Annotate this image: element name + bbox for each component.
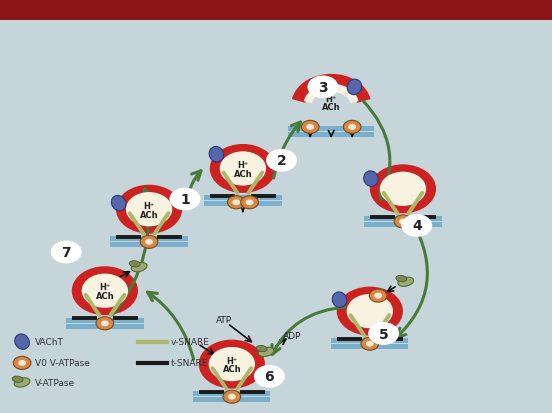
Circle shape xyxy=(241,196,258,209)
Ellipse shape xyxy=(131,263,147,272)
Circle shape xyxy=(169,188,200,211)
FancyBboxPatch shape xyxy=(204,196,282,201)
Ellipse shape xyxy=(347,80,362,95)
Circle shape xyxy=(370,165,436,214)
FancyBboxPatch shape xyxy=(364,222,442,227)
Circle shape xyxy=(209,347,255,381)
Text: H⁺: H⁺ xyxy=(326,95,337,104)
Text: 6: 6 xyxy=(264,369,274,383)
Ellipse shape xyxy=(112,196,126,211)
Text: H⁺: H⁺ xyxy=(237,161,248,169)
Circle shape xyxy=(368,322,399,345)
Ellipse shape xyxy=(396,276,407,282)
Text: ACh: ACh xyxy=(222,365,241,374)
Ellipse shape xyxy=(14,378,30,387)
Circle shape xyxy=(199,340,265,389)
FancyBboxPatch shape xyxy=(110,237,188,241)
FancyBboxPatch shape xyxy=(193,391,270,396)
Circle shape xyxy=(82,274,128,308)
Circle shape xyxy=(232,200,240,206)
Circle shape xyxy=(301,121,319,134)
Circle shape xyxy=(366,341,374,347)
Text: V0 V-ATPase: V0 V-ATPase xyxy=(35,358,90,368)
Circle shape xyxy=(348,125,356,131)
Circle shape xyxy=(254,365,285,388)
Text: H⁺: H⁺ xyxy=(99,282,110,292)
FancyBboxPatch shape xyxy=(331,344,408,349)
Text: 3: 3 xyxy=(318,81,328,95)
Circle shape xyxy=(220,152,266,186)
Ellipse shape xyxy=(15,334,29,349)
Ellipse shape xyxy=(256,346,267,352)
Ellipse shape xyxy=(364,171,378,187)
Circle shape xyxy=(401,215,432,237)
Text: VAChT: VAChT xyxy=(35,337,64,347)
Text: V-ATPase: V-ATPase xyxy=(35,378,76,387)
Circle shape xyxy=(369,290,387,302)
Circle shape xyxy=(13,356,31,370)
FancyBboxPatch shape xyxy=(0,0,552,21)
Circle shape xyxy=(101,320,109,326)
FancyBboxPatch shape xyxy=(193,397,270,402)
Text: 2: 2 xyxy=(277,154,286,168)
Circle shape xyxy=(266,150,297,172)
Text: ACh: ACh xyxy=(140,210,158,219)
FancyBboxPatch shape xyxy=(66,318,144,323)
Ellipse shape xyxy=(209,147,224,162)
Ellipse shape xyxy=(12,376,23,382)
Circle shape xyxy=(337,287,403,336)
Text: 5: 5 xyxy=(379,327,389,341)
Circle shape xyxy=(228,394,236,400)
Text: ACh: ACh xyxy=(233,169,252,178)
Circle shape xyxy=(72,267,138,316)
Text: v-SNARE: v-SNARE xyxy=(171,337,210,347)
Circle shape xyxy=(361,337,379,350)
Circle shape xyxy=(223,390,241,403)
Circle shape xyxy=(380,172,426,206)
Circle shape xyxy=(306,125,314,131)
Circle shape xyxy=(227,196,245,209)
Circle shape xyxy=(96,317,114,330)
Circle shape xyxy=(394,215,412,228)
Circle shape xyxy=(51,241,82,264)
Text: H⁺: H⁺ xyxy=(226,356,237,365)
FancyBboxPatch shape xyxy=(288,127,374,132)
Circle shape xyxy=(343,121,361,134)
FancyBboxPatch shape xyxy=(66,324,144,329)
Text: ADP: ADP xyxy=(283,331,302,340)
Text: ACh: ACh xyxy=(322,102,341,111)
FancyBboxPatch shape xyxy=(204,202,282,207)
Text: 1: 1 xyxy=(180,192,190,206)
Text: t-SNARE: t-SNARE xyxy=(171,358,209,368)
Circle shape xyxy=(374,293,382,299)
Text: 7: 7 xyxy=(61,245,71,259)
Text: 4: 4 xyxy=(412,219,422,233)
Circle shape xyxy=(140,236,158,249)
Ellipse shape xyxy=(332,292,347,308)
FancyBboxPatch shape xyxy=(110,242,188,247)
Ellipse shape xyxy=(398,278,413,287)
Circle shape xyxy=(246,200,253,206)
Ellipse shape xyxy=(129,261,140,267)
Text: ATP: ATP xyxy=(215,315,232,324)
Circle shape xyxy=(347,294,393,328)
FancyBboxPatch shape xyxy=(331,338,408,343)
Circle shape xyxy=(307,76,338,99)
Circle shape xyxy=(399,219,407,225)
FancyBboxPatch shape xyxy=(364,216,442,221)
Text: ACh: ACh xyxy=(95,292,114,300)
Text: H⁺: H⁺ xyxy=(144,201,155,210)
Ellipse shape xyxy=(258,347,274,357)
Circle shape xyxy=(18,360,26,366)
FancyBboxPatch shape xyxy=(288,133,374,138)
Circle shape xyxy=(116,185,182,234)
Circle shape xyxy=(126,192,172,227)
Circle shape xyxy=(210,145,276,193)
Circle shape xyxy=(145,239,153,245)
